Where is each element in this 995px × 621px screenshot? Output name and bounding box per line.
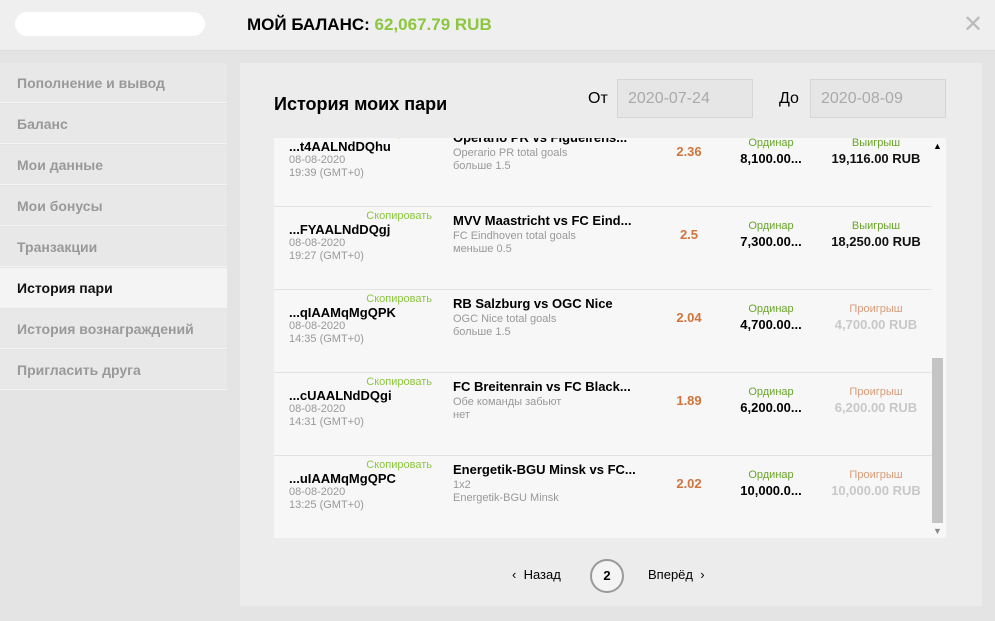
bet-time: 14:35 (GMT+0) — [289, 333, 364, 345]
market: Operario PR total goals — [453, 147, 568, 159]
bet-date: 08-08-2020 — [289, 237, 346, 249]
scroll-up[interactable]: ▲ — [933, 141, 942, 151]
scrollbar[interactable] — [932, 358, 943, 523]
bet-row: Скопировать ...uIAAMqMgQPC 08-08-2020 13:25… — [274, 456, 932, 538]
selection: больше 1.5 — [453, 160, 511, 172]
bet-time: 14:31 (GMT+0) — [289, 416, 364, 428]
odds: 2.02 — [676, 476, 702, 491]
menu-item[interactable]: Мои данные — [0, 145, 227, 185]
bet-id: ...FYAALNdDQgj — [289, 222, 391, 237]
bet-id: ...cUAALNdDQgi — [289, 388, 392, 403]
result: Выигрыш — [851, 138, 901, 149]
from-date-text: 2020-07-24 — [628, 90, 710, 107]
bet-id: ...uIAAMqMgQPC — [289, 471, 396, 486]
match: Energetik-BGU Minsk vs FC... — [453, 462, 636, 477]
copy-link[interactable]: Скопировать — [366, 138, 432, 139]
menu-item[interactable]: Пополнение и вывод — [0, 63, 227, 103]
title: История моих пари — [274, 94, 448, 114]
balance-label: МОЙ БАЛАНС: — [247, 15, 370, 34]
bet-type: Ординар — [748, 220, 794, 232]
selection: нет — [453, 409, 470, 421]
stake: 7,300.00... — [740, 234, 802, 249]
menu-item[interactable]: История вознаграждений — [0, 309, 227, 349]
menu-item[interactable]: История пари — [0, 268, 227, 308]
bet-id: ...qIAAMqMgQPK — [289, 305, 396, 320]
bet-type: Ординар — [748, 303, 794, 315]
selection: Energetik-BGU Minsk — [453, 492, 559, 504]
stake: 4,700.00... — [740, 317, 802, 332]
result: Проигрыш — [849, 469, 903, 481]
scroll-down[interactable]: ▼ — [933, 526, 942, 536]
selection: больше 1.5 — [453, 326, 511, 338]
selection: меньше 0.5 — [453, 243, 512, 255]
to-date-text: 2020-08-09 — [821, 90, 903, 107]
match: MVV Maastricht vs FC Eind... — [453, 213, 632, 228]
next-label: Вперёд — [648, 567, 693, 582]
result: Проигрыш — [849, 386, 903, 398]
bet-time: 19:39 (GMT+0) — [289, 167, 364, 179]
market: Обе команды забьют — [453, 396, 562, 408]
copy-link[interactable]: Скопировать — [366, 293, 432, 305]
match: Operario PR vs Figueirens... — [453, 138, 627, 145]
bet-date: 08-08-2020 — [289, 403, 346, 415]
amount: 6,200.00 RUB — [834, 400, 918, 415]
bet-row: Скопировать...t4AALNdDQhu08-08-202019:39… — [274, 138, 932, 207]
odds: 2.36 — [676, 144, 702, 159]
odds: 2.5 — [679, 227, 699, 242]
to-label: До — [779, 90, 799, 107]
stake: 10,000.0... — [740, 483, 802, 498]
match: RB Salzburg vs OGC Nice — [453, 296, 613, 311]
copy-link[interactable]: Скопировать — [366, 459, 432, 471]
market: OGC Nice total goals — [453, 313, 557, 325]
copy-link[interactable]: Скопировать — [366, 210, 432, 222]
masked-user — [15, 12, 205, 36]
menu-item[interactable]: Транзакции — [0, 227, 227, 267]
from-date[interactable]: 2020-07-24 — [617, 79, 753, 118]
odds: 1.89 — [676, 393, 702, 408]
match: FC Breitenrain vs FC Black... — [453, 379, 631, 394]
close-button[interactable]: ✕ — [963, 11, 984, 38]
from-label: От — [588, 90, 608, 107]
bet-id: ...t4AALNdDQhu — [289, 139, 391, 154]
amount: 19,116.00 RUB — [831, 151, 921, 166]
bet-date: 08-08-2020 — [289, 320, 346, 332]
menu-item[interactable]: Мои бонусы — [0, 186, 227, 226]
copy-link[interactable]: Скопировать — [366, 376, 432, 388]
sidebar: Пополнение и вывод Баланс Мои данные Мои бо… — [0, 63, 227, 393]
balance: МОЙ БАЛАНС: 62,067.79 RUB — [247, 15, 492, 35]
bet-row: Скопировать ...FYAALNdDQgj 08-08-2020 19:27… — [274, 207, 932, 290]
menu-item[interactable]: Пригласить друга — [0, 350, 227, 390]
bet-type: Ординар — [748, 469, 794, 481]
bet-row: Скопировать ...cUAALNdDQgi 08-08-2020 14:31… — [274, 373, 932, 456]
bet-date: 08-08-2020 — [289, 154, 346, 166]
market: FC Eindhoven total goals — [453, 230, 576, 242]
result: Выигрыш — [851, 220, 901, 232]
amount: 4,700.00 RUB — [834, 317, 918, 332]
bet-type: Ординар — [748, 386, 794, 398]
bet-type: Ординар — [748, 138, 794, 149]
bets-table: Скопировать...t4AALNdDQhu08-08-202019:39… — [274, 138, 946, 538]
bet-row: Скопировать ...qIAAMqMgQPK 08-08-2020 14:35… — [274, 290, 932, 373]
to-date[interactable]: 2020-08-09 — [810, 79, 946, 118]
amount: 18,250.00 RUB — [831, 234, 921, 249]
market: 1x2 — [453, 479, 471, 491]
bet-time: 13:25 (GMT+0) — [289, 499, 364, 511]
bet-time: 19:27 (GMT+0) — [289, 250, 364, 262]
stake: 8,100.00... — [740, 151, 802, 166]
next-button[interactable]: Вперёд › — [648, 567, 705, 582]
bet-date: 08-08-2020 — [289, 486, 346, 498]
stake: 6,200.00... — [740, 400, 802, 415]
prev-button[interactable]: ‹ Назад — [512, 567, 561, 582]
odds: 2.04 — [676, 310, 702, 325]
prev-label: Назад — [523, 567, 561, 582]
page-number[interactable]: 2 — [590, 559, 624, 593]
balance-value: 62,067.79 RUB — [374, 15, 492, 34]
result: Проигрыш — [849, 303, 903, 315]
amount: 10,000.00 RUB — [831, 483, 921, 498]
menu-item[interactable]: Баланс — [0, 104, 227, 144]
